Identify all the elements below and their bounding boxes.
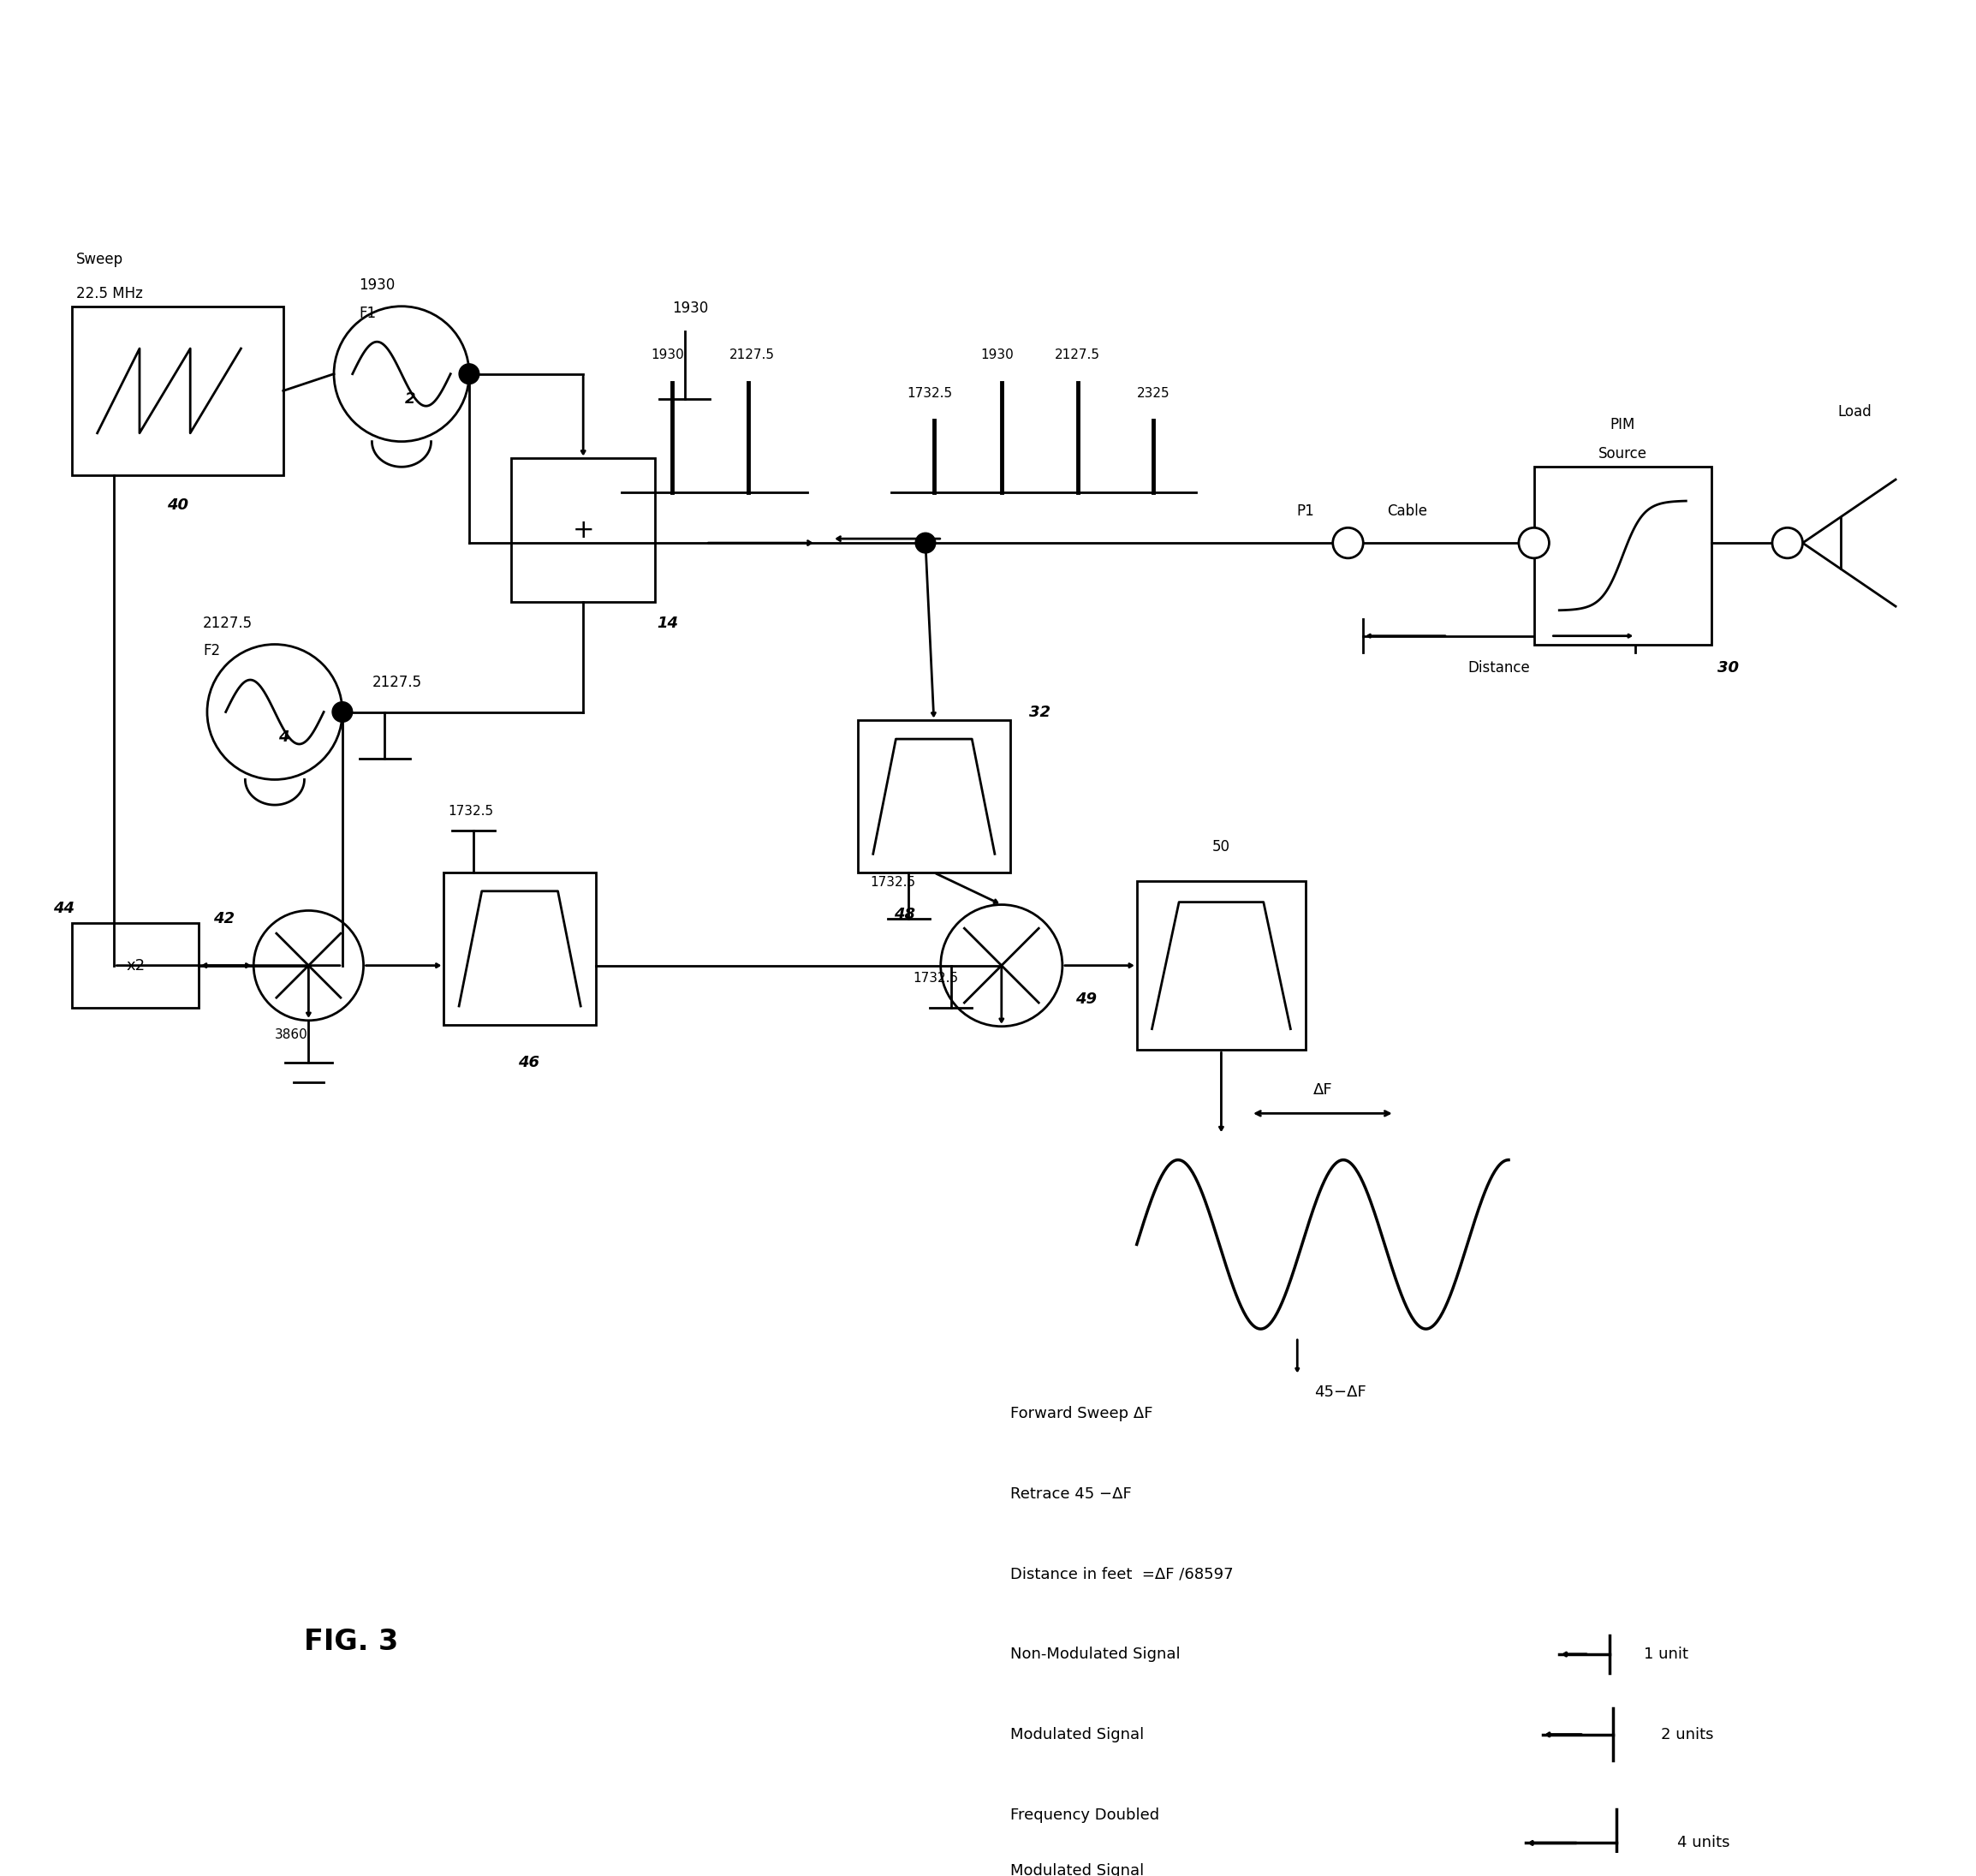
Bar bbox=[512, 458, 654, 602]
Text: +: + bbox=[573, 518, 595, 542]
Text: 49: 49 bbox=[1075, 992, 1097, 1007]
Text: 4: 4 bbox=[279, 730, 288, 745]
Text: Distance in feet  =ΔF /68597: Distance in feet =ΔF /68597 bbox=[1010, 1566, 1233, 1581]
Text: 1732.5: 1732.5 bbox=[907, 386, 952, 400]
Circle shape bbox=[253, 910, 364, 1021]
Text: 50: 50 bbox=[1211, 839, 1231, 855]
Bar bbox=[1533, 467, 1711, 643]
Text: 2325: 2325 bbox=[1136, 386, 1170, 400]
Circle shape bbox=[458, 364, 480, 385]
Text: Load: Load bbox=[1838, 403, 1871, 420]
Text: 4 units: 4 units bbox=[1678, 1835, 1731, 1852]
Text: 2127.5: 2127.5 bbox=[204, 615, 253, 630]
Text: 46: 46 bbox=[518, 1054, 539, 1071]
Circle shape bbox=[915, 533, 935, 553]
Text: Modulated Signal: Modulated Signal bbox=[1010, 1863, 1144, 1876]
Bar bbox=[71, 306, 283, 475]
Text: Frequency Doubled: Frequency Doubled bbox=[1010, 1807, 1160, 1823]
Text: 44: 44 bbox=[53, 900, 75, 915]
Text: 1732.5: 1732.5 bbox=[913, 972, 958, 985]
Text: 1930: 1930 bbox=[980, 349, 1014, 362]
Text: Non-Modulated Signal: Non-Modulated Signal bbox=[1010, 1647, 1180, 1662]
Text: Sweep: Sweep bbox=[77, 251, 123, 268]
Circle shape bbox=[1332, 527, 1363, 559]
Circle shape bbox=[1772, 527, 1802, 559]
Bar bbox=[71, 923, 200, 1007]
Text: 14: 14 bbox=[656, 615, 678, 630]
Text: 1732.5: 1732.5 bbox=[449, 805, 494, 818]
Text: P1: P1 bbox=[1296, 503, 1314, 518]
Text: F2: F2 bbox=[204, 643, 219, 658]
Text: 2127.5: 2127.5 bbox=[371, 675, 421, 690]
Bar bbox=[445, 872, 597, 1024]
Text: 42: 42 bbox=[213, 912, 235, 927]
Circle shape bbox=[1520, 527, 1549, 559]
Text: 2127.5: 2127.5 bbox=[729, 349, 775, 362]
Text: 2127.5: 2127.5 bbox=[1055, 349, 1101, 362]
Text: 2 units: 2 units bbox=[1660, 1728, 1713, 1743]
Text: 1930: 1930 bbox=[652, 349, 684, 362]
Text: 2: 2 bbox=[405, 392, 415, 407]
Text: PIM: PIM bbox=[1610, 416, 1636, 431]
Circle shape bbox=[207, 643, 342, 780]
Text: x2: x2 bbox=[126, 959, 144, 974]
Text: 1732.5: 1732.5 bbox=[871, 876, 917, 889]
Text: ΔF: ΔF bbox=[1312, 1082, 1332, 1097]
Text: Distance: Distance bbox=[1468, 660, 1531, 675]
Text: 3860: 3860 bbox=[275, 1028, 308, 1041]
Text: 48: 48 bbox=[893, 908, 915, 923]
Text: 32: 32 bbox=[1029, 704, 1051, 720]
Text: 45−ΔF: 45−ΔF bbox=[1314, 1384, 1365, 1399]
Text: FIG. 3: FIG. 3 bbox=[304, 1628, 397, 1657]
Circle shape bbox=[332, 702, 352, 722]
Text: Modulated Signal: Modulated Signal bbox=[1010, 1728, 1144, 1743]
Text: 40: 40 bbox=[166, 497, 188, 512]
Text: 1 unit: 1 unit bbox=[1644, 1647, 1688, 1662]
Text: 1930: 1930 bbox=[672, 300, 707, 315]
Text: 22.5 MHz: 22.5 MHz bbox=[77, 285, 142, 302]
Text: 1930: 1930 bbox=[360, 278, 395, 293]
Circle shape bbox=[334, 306, 468, 441]
Text: Source: Source bbox=[1599, 446, 1648, 461]
Bar bbox=[858, 720, 1010, 872]
Bar bbox=[1136, 882, 1306, 1051]
Text: F1: F1 bbox=[360, 306, 377, 321]
Text: 30: 30 bbox=[1717, 660, 1739, 675]
Text: Cable: Cable bbox=[1387, 503, 1427, 518]
Circle shape bbox=[941, 904, 1063, 1026]
Text: Retrace 45 −ΔF: Retrace 45 −ΔF bbox=[1010, 1486, 1132, 1501]
Text: Forward Sweep ΔF: Forward Sweep ΔF bbox=[1010, 1405, 1152, 1422]
